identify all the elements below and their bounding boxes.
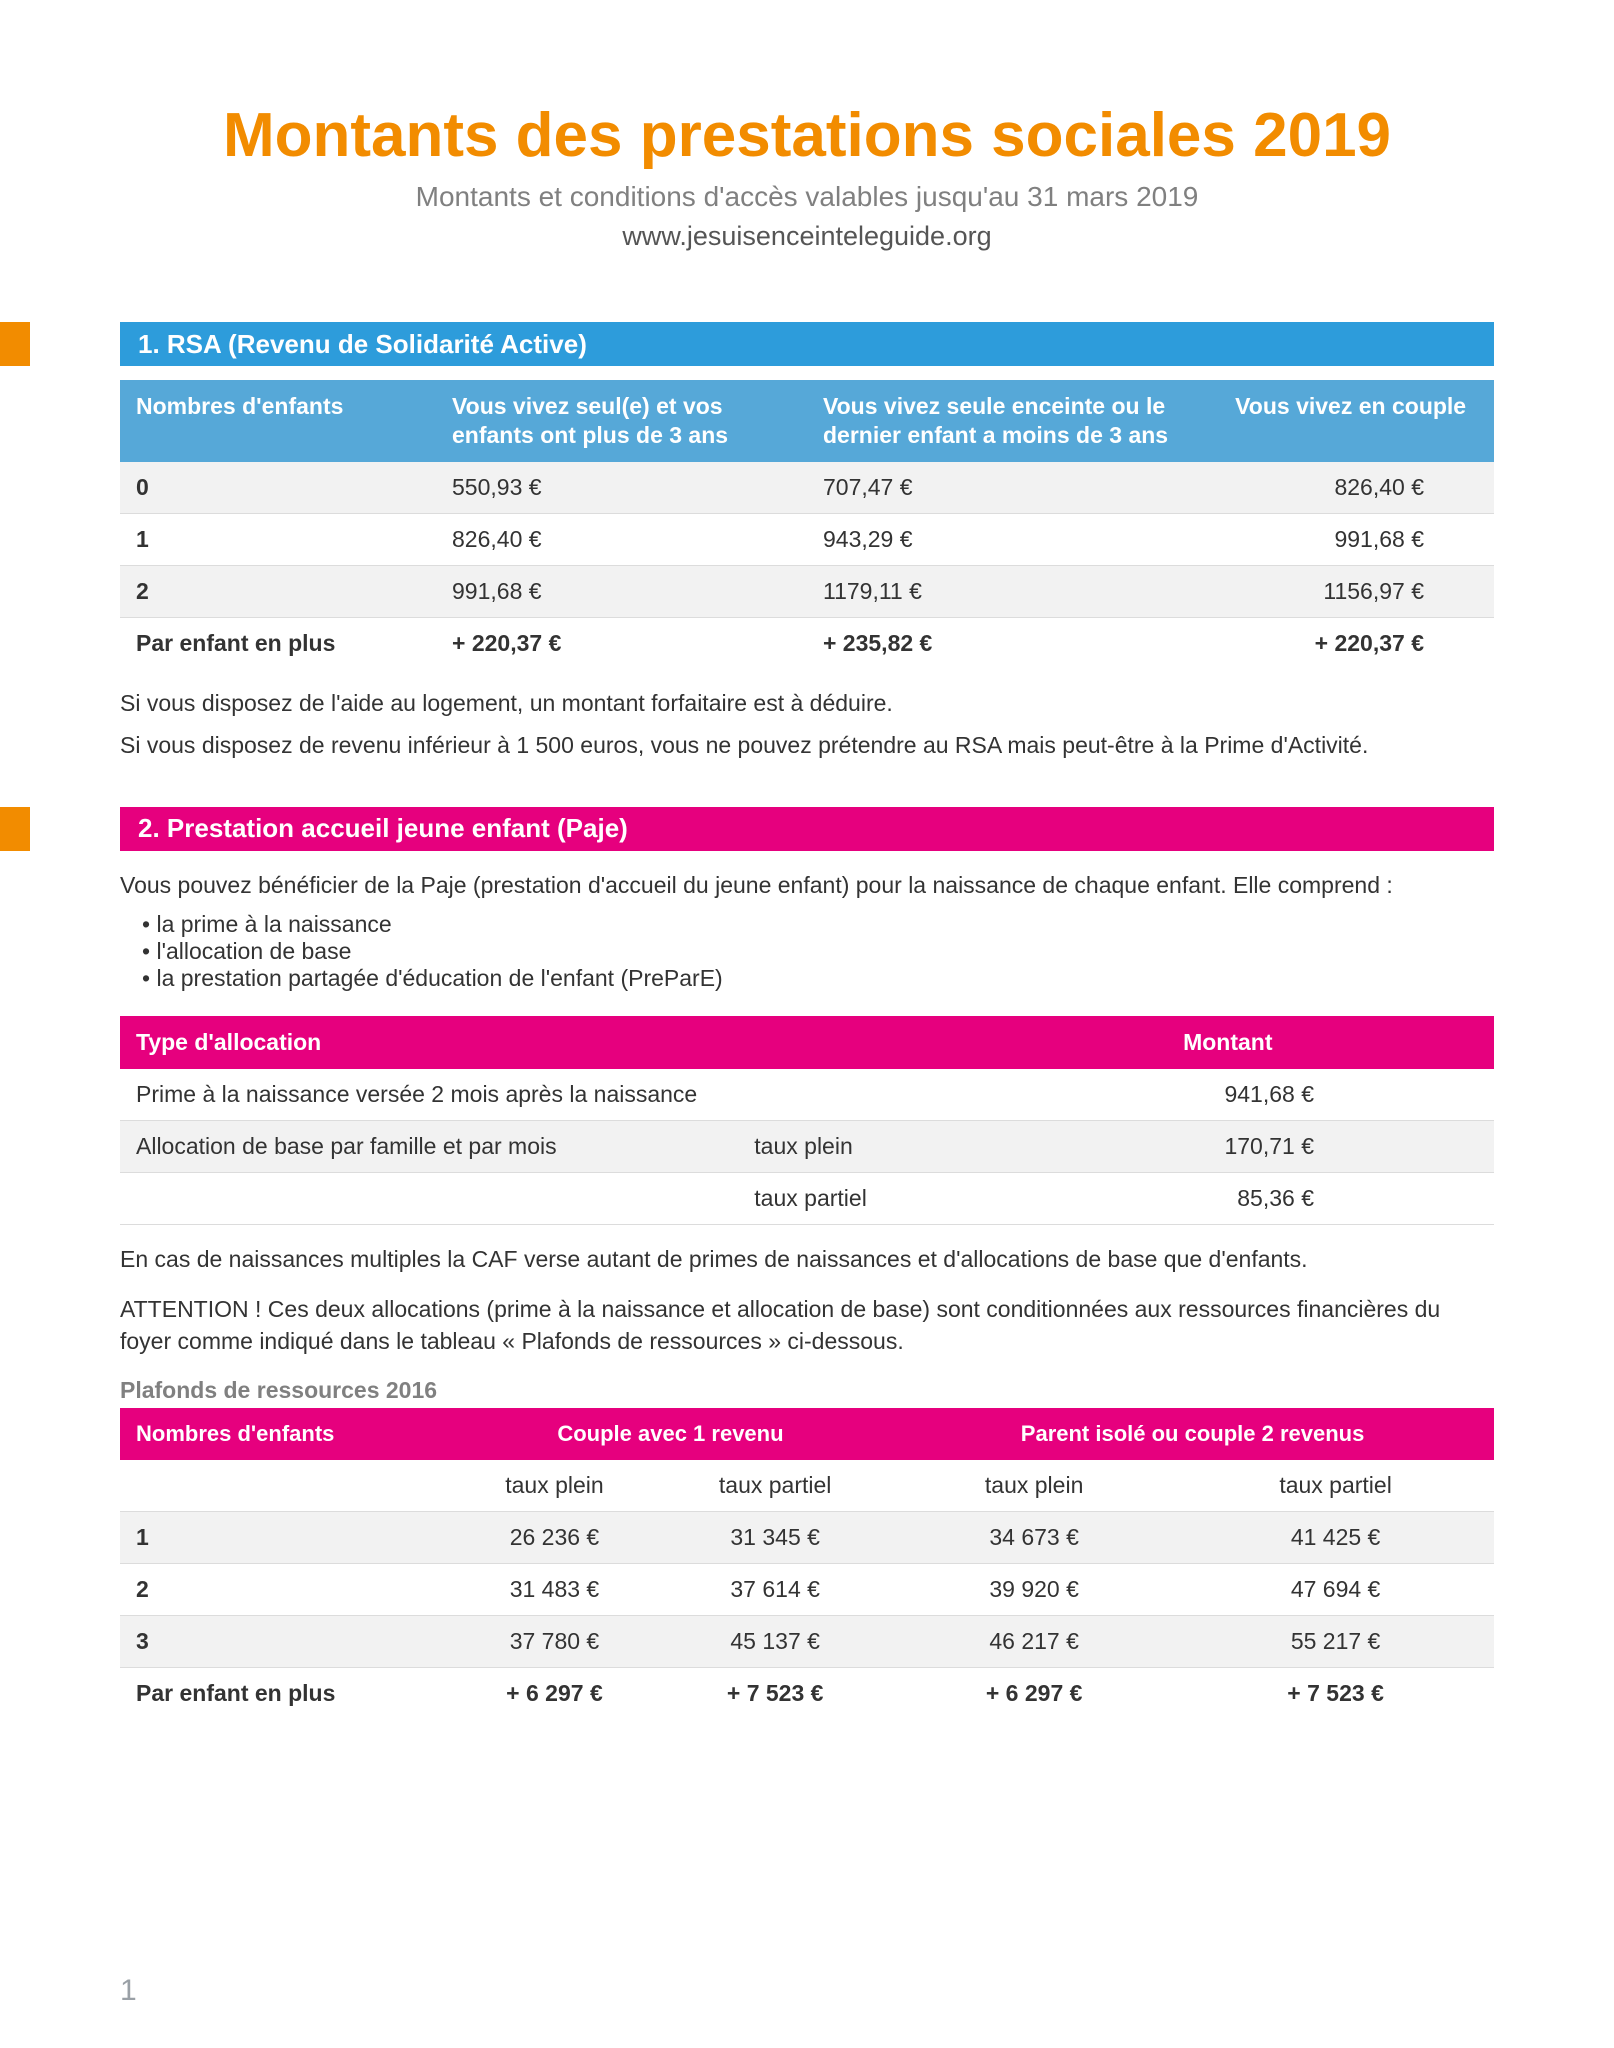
cell: 55 217 € [1177,1615,1494,1667]
plafonds-col-2: Couple avec 1 revenu [450,1408,891,1460]
paje-table: Type d'allocation Montant Prime à la nai… [120,1016,1494,1225]
cell: 37 614 € [659,1563,891,1615]
rsa-note-1: Si vous disposez de l'aide au logement, … [120,687,1494,719]
paje-intro: Vous pouvez bénéficier de la Paje (prest… [120,869,1494,901]
rsa-table: Nombres d'enfants Vous vivez seul(e) et … [120,380,1494,669]
cell: + 220,37 € [1219,617,1494,669]
paje-note-1: En cas de naissances multiples la CAF ve… [120,1243,1494,1275]
cell: taux partiel [738,1172,1013,1224]
list-item: la prime à la naissance [142,911,1494,938]
cell: 26 236 € [450,1511,659,1563]
cell: 2 [120,1563,450,1615]
cell: 31 483 € [450,1563,659,1615]
cell: 550,93 € [436,462,807,514]
page-url: www.jesuisenceinteleguide.org [120,221,1494,252]
table-row: 2 991,68 € 1179,11 € 1156,97 € [120,565,1494,617]
paje-bullets: la prime à la naissance l'allocation de … [120,911,1494,992]
table-row: 1 826,40 € 943,29 € 991,68 € [120,513,1494,565]
paje-col-left: Type d'allocation [120,1016,1013,1069]
cell: taux partiel [1177,1460,1494,1512]
cell: + 6 297 € [891,1667,1177,1719]
list-item: l'allocation de base [142,938,1494,965]
cell: 1 [120,1511,450,1563]
cell: 1179,11 € [807,565,1219,617]
page-number: 1 [120,1974,137,2008]
plafonds-col-3: Parent isolé ou couple 2 revenus [891,1408,1494,1460]
cell: 991,68 € [436,565,807,617]
cell: 85,36 € [1013,1172,1494,1224]
table-row: Par enfant en plus + 220,37 € + 235,82 €… [120,617,1494,669]
plafonds-title: Plafonds de ressources 2016 [120,1377,1494,1404]
section-accent-stripe [0,807,30,851]
rsa-col-1: Nombres d'enfants [120,380,436,462]
cell: 991,68 € [1219,513,1494,565]
cell: Prime à la naissance versée 2 mois après… [120,1069,738,1121]
table-row: 0 550,93 € 707,47 € 826,40 € [120,462,1494,514]
cell: 1 [120,513,436,565]
rsa-col-2: Vous vivez seul(e) et vos enfants ont pl… [436,380,807,462]
cell: 47 694 € [1177,1563,1494,1615]
cell: taux plein [891,1460,1177,1512]
rsa-col-4: Vous vivez en couple [1219,380,1494,462]
cell: 170,71 € [1013,1120,1494,1172]
cell: 826,40 € [1219,462,1494,514]
table-row: Par enfant en plus + 6 297 € + 7 523 € +… [120,1667,1494,1719]
table-row: 3 37 780 € 45 137 € 46 217 € 55 217 € [120,1615,1494,1667]
cell [120,1172,738,1224]
cell: 37 780 € [450,1615,659,1667]
table-row: taux plein taux partiel taux plein taux … [120,1460,1494,1512]
cell: + 7 523 € [659,1667,891,1719]
cell: taux plein [450,1460,659,1512]
rsa-col-3: Vous vivez seule enceinte ou le dernier … [807,380,1219,462]
cell: 0 [120,462,436,514]
page-title: Montants des prestations sociales 2019 [120,100,1494,171]
cell: 45 137 € [659,1615,891,1667]
cell: 707,47 € [807,462,1219,514]
table-row: 1 26 236 € 31 345 € 34 673 € 41 425 € [120,1511,1494,1563]
page-subtitle: Montants et conditions d'accès valables … [120,181,1494,213]
cell: Allocation de base par famille et par mo… [120,1120,738,1172]
page: Montants des prestations sociales 2019 M… [0,0,1614,2048]
table-row: Prime à la naissance versée 2 mois après… [120,1069,1494,1121]
cell: 39 920 € [891,1563,1177,1615]
cell: Par enfant en plus [120,1667,450,1719]
section-accent-stripe [0,322,30,366]
cell: 2 [120,565,436,617]
cell: 941,68 € [1013,1069,1494,1121]
table-row: 2 31 483 € 37 614 € 39 920 € 47 694 € [120,1563,1494,1615]
section-1-bar: 1. RSA (Revenu de Solidarité Active) [0,322,1494,366]
cell: 1156,97 € [1219,565,1494,617]
section-2-bar: 2. Prestation accueil jeune enfant (Paje… [0,807,1494,851]
cell: + 235,82 € [807,617,1219,669]
cell: 31 345 € [659,1511,891,1563]
cell: 34 673 € [891,1511,1177,1563]
cell: + 7 523 € [1177,1667,1494,1719]
paje-note-2: ATTENTION ! Ces deux allocations (prime … [120,1293,1494,1357]
cell: Par enfant en plus [120,617,436,669]
cell: + 6 297 € [450,1667,659,1719]
cell: 46 217 € [891,1615,1177,1667]
section-1-title: 1. RSA (Revenu de Solidarité Active) [120,322,1494,366]
cell: 41 425 € [1177,1511,1494,1563]
cell: 943,29 € [807,513,1219,565]
list-item: la prestation partagée d'éducation de l'… [142,965,1494,992]
table-row: taux partiel 85,36 € [120,1172,1494,1224]
rsa-note-2: Si vous disposez de revenu inférieur à 1… [120,729,1494,761]
cell: 3 [120,1615,450,1667]
cell: taux plein [738,1120,1013,1172]
cell [738,1069,1013,1121]
cell: + 220,37 € [436,617,807,669]
plafonds-col-1: Nombres d'enfants [120,1408,450,1460]
paje-col-right: Montant [1013,1016,1494,1069]
cell: taux partiel [659,1460,891,1512]
cell: 826,40 € [436,513,807,565]
table-row: Allocation de base par famille et par mo… [120,1120,1494,1172]
plafonds-table: Nombres d'enfants Couple avec 1 revenu P… [120,1408,1494,1719]
section-2-title: 2. Prestation accueil jeune enfant (Paje… [120,807,1494,851]
